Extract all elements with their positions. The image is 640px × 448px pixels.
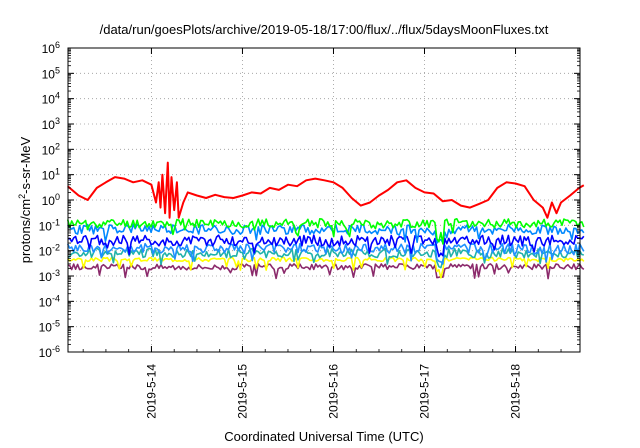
x-tick-label: 2019-5-17 (418, 364, 432, 419)
x-axis-ticks: 2019-5-14 2019-5-15 2019-5-16 2019-5-17 2019… (82, 48, 562, 419)
y-tick-label: 10-6 (39, 344, 60, 360)
series-line (67, 161, 585, 219)
x-tick-label: 2019-5-16 (326, 364, 340, 419)
series-group (66, 161, 585, 280)
y-tick-label: 10-5 (39, 319, 60, 335)
x-tick-label: 2019-5-14 (144, 364, 158, 419)
y-tick-label: 104 (42, 91, 60, 107)
y-axis-ticks: 10-6 10-5 10-4 10-3 10-2 10-1 100 101 102 103 104 1… (39, 40, 580, 360)
y-tick-label: 105 (42, 65, 60, 81)
y-tick-label: 10-4 (39, 293, 60, 309)
y-axis-label-post: -s-sr-MeV (18, 136, 33, 193)
series-line (67, 263, 585, 280)
y-tick-label: 103 (42, 116, 60, 132)
y-tick-label: 10-1 (39, 217, 60, 233)
series-line (67, 256, 585, 279)
y-tick-label: 102 (42, 141, 60, 157)
y-tick-label: 10-3 (39, 268, 60, 284)
y-tick-label: 100 (42, 192, 60, 208)
chart-title: /data/run/goesPlots/archive/2019-05-18/1… (100, 22, 549, 37)
y-tick-label: 106 (42, 40, 60, 56)
y-axis-label-sup: 2 (17, 194, 27, 199)
x-tick-label: 2019-5-15 (235, 364, 249, 419)
x-axis-label: Coordinated Universal Time (UTC) (224, 429, 423, 444)
series-line (67, 234, 585, 258)
y-axis-label: protons/cm2-s-sr-MeV (17, 136, 33, 263)
grid-lines (68, 48, 580, 352)
series-line (66, 218, 585, 245)
y-tick-label: 10-2 (39, 243, 60, 259)
y-tick-label: 101 (42, 167, 60, 183)
x-tick-label: 2019-5-18 (509, 364, 523, 419)
series-line (66, 242, 585, 265)
y-axis-label-pre: protons/cm (18, 199, 33, 263)
series-line (67, 223, 585, 244)
